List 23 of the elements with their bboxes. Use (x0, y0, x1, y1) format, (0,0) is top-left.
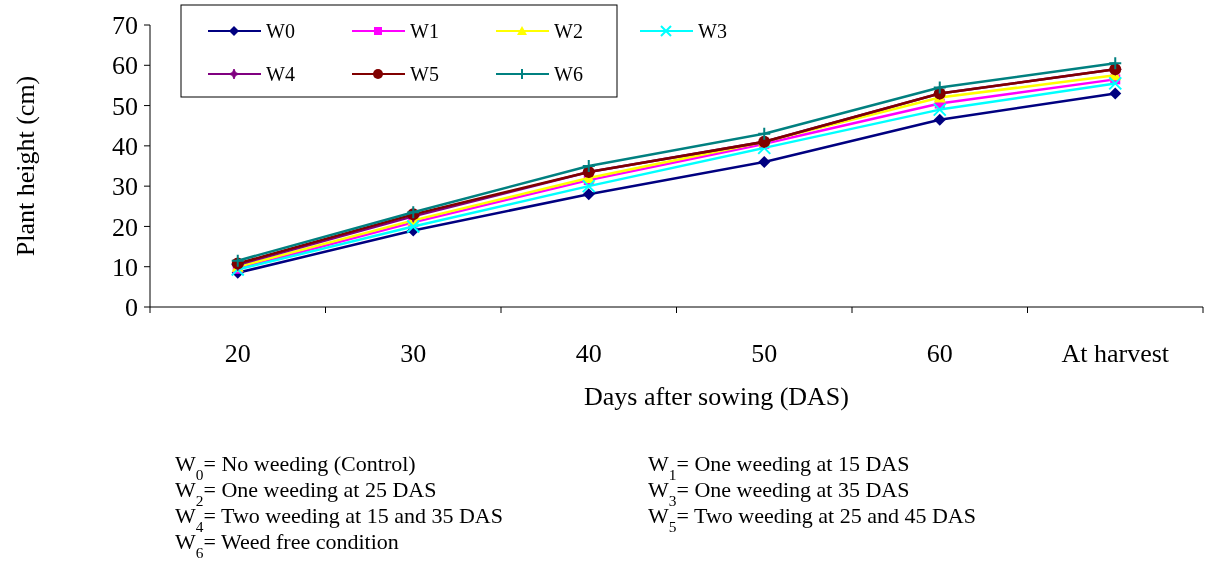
y-tick-label: 70 (112, 11, 138, 41)
legend-label: W4 (266, 63, 295, 85)
y-tick-label: 0 (125, 293, 138, 323)
x-axis-title: Days after sowing (DAS) (583, 382, 850, 411)
x-tick-label: At harvest (1061, 339, 1170, 368)
legend-label: W5 (410, 63, 439, 85)
legend-label: W3 (698, 20, 727, 42)
x-tick-label: 20 (224, 339, 251, 368)
y-tick-label: 30 (112, 172, 138, 202)
y-tick-label: 50 (112, 91, 138, 121)
legend-label: W2 (554, 20, 583, 42)
legend-label: W6 (554, 63, 583, 85)
x-tick-label: 30 (400, 339, 427, 368)
legend-label: W1 (410, 20, 439, 42)
y-tick-label: 20 (112, 212, 138, 242)
x-tick-label: 50 (751, 339, 778, 368)
y-tick-label: 40 (112, 131, 138, 161)
x-tick-label: 60 (926, 339, 953, 368)
x-tick-label: 40 (575, 339, 602, 368)
legend-label: W0 (266, 20, 295, 42)
y-axis-title: Plant height (cm) (11, 75, 40, 257)
y-tick-label: 60 (112, 51, 138, 81)
y-tick-label: 10 (112, 252, 138, 282)
